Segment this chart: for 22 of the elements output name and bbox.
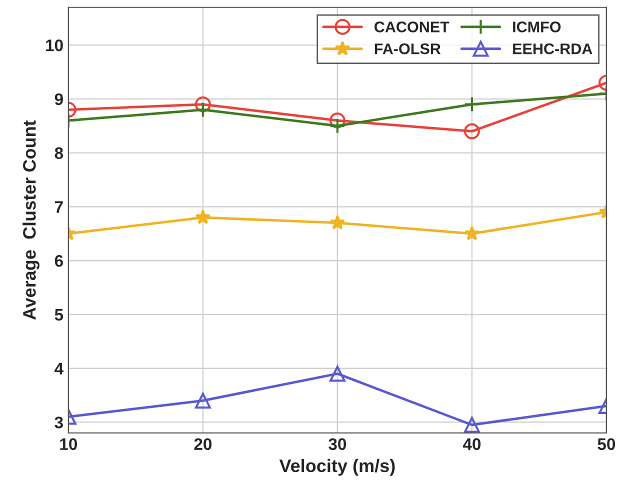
x-axis-title: Velocity (m/s) xyxy=(279,458,395,476)
x-tick-label: 40 xyxy=(462,438,481,450)
y-tick-label: 3 xyxy=(54,416,63,428)
x-tick-label: 20 xyxy=(194,438,212,450)
legend-label: CACONET xyxy=(374,22,450,32)
legend-label: EEHC-RDA xyxy=(513,43,592,54)
point xyxy=(330,214,346,230)
y-tick-label: 9 xyxy=(54,93,63,106)
point xyxy=(329,366,346,382)
y-axis-title: Average Cluster Count xyxy=(22,120,40,320)
point xyxy=(329,118,346,134)
y-tick-label: 10 xyxy=(46,39,63,52)
y-tick-label: 7 xyxy=(55,201,63,213)
legend-label: FA-OLSR xyxy=(374,43,441,54)
point xyxy=(329,112,346,128)
y-tick-label: 5 xyxy=(54,309,64,321)
y-tick-label: 6 xyxy=(54,254,63,267)
y-tick-label: 4 xyxy=(54,362,64,374)
x-tick-label: 30 xyxy=(328,438,346,450)
legend-label: ICMFO xyxy=(513,22,561,32)
x-tick-label: 50 xyxy=(598,438,616,450)
y-tick-label: 8 xyxy=(54,147,64,160)
